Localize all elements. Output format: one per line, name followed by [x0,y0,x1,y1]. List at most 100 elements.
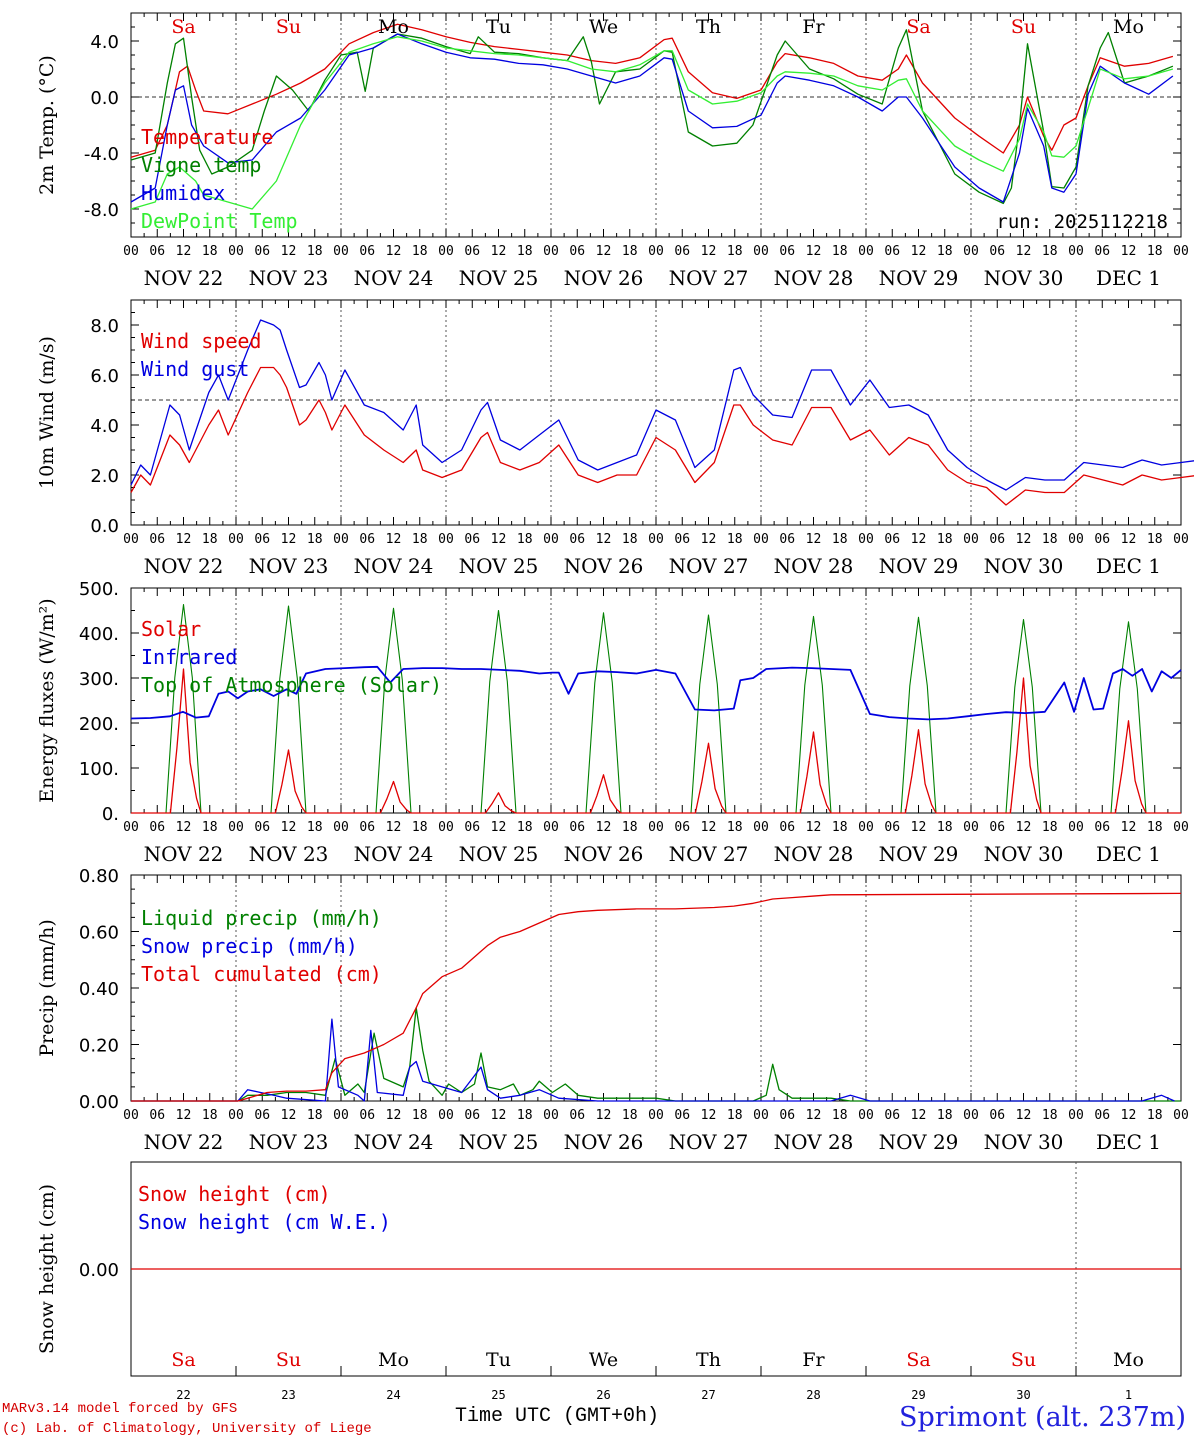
hour-tick-label: 06 [674,244,690,259]
hour-tick-label: 18 [412,244,428,259]
hour-tick-label: 00 [123,820,139,835]
hour-tick-label: 00 [333,1108,349,1123]
y-tick-label: 8.0 [90,316,119,337]
hour-tick-label: 00 [123,532,139,547]
hour-tick-label: 12 [596,820,612,835]
hour-tick-label: 00 [438,244,454,259]
station-label: Sprimont (alt. 237m) [899,1402,1186,1433]
hour-tick-label: 18 [307,820,323,835]
hour-tick-label: 18 [1147,532,1163,547]
hour-tick-label: 00 [543,532,559,547]
day-number-label: 1 [1125,1388,1132,1402]
hour-tick-label: 06 [779,532,795,547]
date-label: NOV 27 [669,842,749,866]
hour-tick-label: 06 [989,1108,1005,1123]
hour-tick-label: 12 [176,244,192,259]
hour-tick-label: 00 [1068,532,1084,547]
hour-tick-label: 06 [989,820,1005,835]
hour-tick-label: 00 [753,820,769,835]
legend-entry: Infrared [141,645,237,669]
hour-tick-label: 12 [386,244,402,259]
hour-tick-label: 06 [1094,820,1110,835]
hour-tick-label: 18 [1042,532,1058,547]
hour-tick-label: 06 [359,1108,375,1123]
date-label: NOV 28 [774,842,854,866]
y-tick-label: 4.0 [90,32,119,53]
hour-tick-label: 12 [701,1108,717,1123]
y-tick-label: 0.0 [90,516,119,537]
day-number-label: 23 [281,1388,295,1402]
date-label: NOV 29 [879,1130,959,1154]
date-label: NOV 22 [144,842,224,866]
y-tick-label: 0.60 [79,923,119,944]
date-label: NOV 28 [774,266,854,290]
hour-tick-label: 18 [412,1108,428,1123]
hour-tick-label: 00 [543,244,559,259]
hour-tick-label: 00 [1068,244,1084,259]
hour-tick-label: 00 [438,820,454,835]
hour-tick-label: 06 [149,244,165,259]
hour-tick-label: 18 [517,244,533,259]
hour-tick-label: 12 [176,532,192,547]
hour-tick-label: 06 [254,820,270,835]
panel-precip [130,874,1182,1102]
y-tick-label: 300. [79,669,119,690]
hour-tick-label: 18 [622,1108,638,1123]
hour-tick-label: 00 [228,244,244,259]
weekday-label: Su [276,1349,301,1371]
hour-tick-label: 00 [963,1108,979,1123]
date-label: NOV 29 [879,554,959,578]
y-tick-label: 4.0 [90,416,119,437]
legend-entry: Wind speed [141,329,261,353]
hour-tick-label: 18 [937,820,953,835]
hour-tick-label: 12 [1121,244,1137,259]
date-label: NOV 30 [984,1130,1064,1154]
date-label: NOV 23 [249,266,329,290]
hour-tick-label: 00 [123,244,139,259]
hour-tick-label: 00 [1068,820,1084,835]
weekday-label: Su [1011,1349,1036,1371]
hour-tick-label: 00 [963,820,979,835]
weekday-label: Su [1011,16,1036,38]
hour-tick-label: 12 [1016,820,1032,835]
weekday-label: Tu [486,1349,511,1371]
hour-tick-label: 12 [911,532,927,547]
hour-tick-label: 18 [832,532,848,547]
hour-tick-label: 06 [884,820,900,835]
day-number-label: 22 [176,1388,190,1402]
day-number-label: 24 [386,1388,400,1402]
hour-tick-label: 00 [1173,1108,1189,1123]
date-label: NOV 23 [249,1130,329,1154]
hour-tick-label: 06 [674,820,690,835]
hour-tick-label: 00 [648,820,664,835]
date-label: DEC 1 [1096,1130,1161,1154]
run-label: run: 2025112218 [996,211,1168,233]
hour-tick-label: 06 [464,532,480,547]
y-axis-label: 2m Temp. (°C) [36,55,58,195]
hour-tick-label: 06 [1094,532,1110,547]
date-label: NOV 23 [249,842,329,866]
hour-tick-label: 06 [149,532,165,547]
day-number-label: 27 [701,1388,715,1402]
y-tick-label: 0.20 [79,1036,119,1057]
model-credit: MARv3.14 model forced by GFS [2,1401,238,1417]
y-axis-label: 10m Wind (m/s) [36,336,58,489]
hour-tick-label: 06 [674,532,690,547]
hour-tick-label: 00 [438,1108,454,1123]
date-label: NOV 29 [879,842,959,866]
y-tick-label: 100. [79,759,119,780]
date-label: NOV 22 [144,1130,224,1154]
weekday-label: Sa [906,1349,930,1371]
hour-tick-label: 18 [517,532,533,547]
hour-tick-label: 12 [386,532,402,547]
y-tick-label: 0.0 [90,88,119,109]
y-tick-label: 0.40 [79,979,119,1000]
hour-tick-label: 06 [254,244,270,259]
date-label: NOV 24 [354,842,434,866]
series-temperature [130,23,1174,158]
hour-tick-label: 18 [1042,1108,1058,1123]
hour-tick-label: 00 [333,244,349,259]
hour-tick-label: 12 [281,1108,297,1123]
series-humidex [130,33,1174,203]
hour-tick-label: 12 [281,820,297,835]
